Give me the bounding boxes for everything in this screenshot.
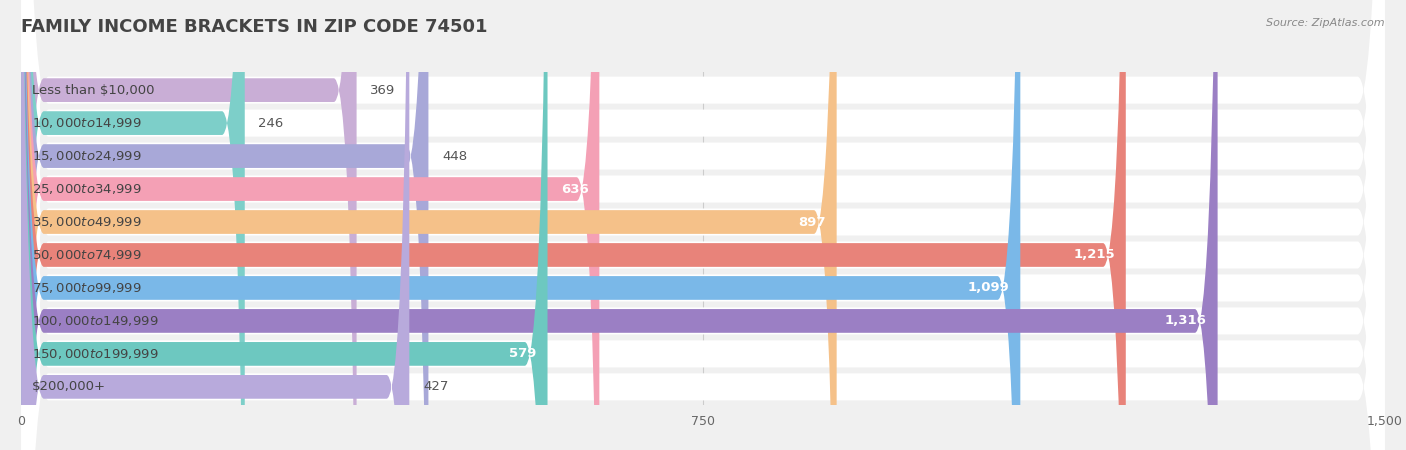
- FancyBboxPatch shape: [21, 0, 1385, 450]
- Text: $35,000 to $49,999: $35,000 to $49,999: [32, 215, 142, 229]
- Text: 427: 427: [423, 380, 449, 393]
- FancyBboxPatch shape: [21, 0, 599, 450]
- FancyBboxPatch shape: [21, 0, 1385, 450]
- FancyBboxPatch shape: [21, 0, 1385, 450]
- Text: 897: 897: [799, 216, 825, 229]
- FancyBboxPatch shape: [21, 0, 245, 450]
- FancyBboxPatch shape: [21, 0, 429, 450]
- Text: $75,000 to $99,999: $75,000 to $99,999: [32, 281, 142, 295]
- FancyBboxPatch shape: [21, 0, 357, 450]
- Text: $10,000 to $14,999: $10,000 to $14,999: [32, 116, 142, 130]
- Text: 369: 369: [370, 84, 395, 97]
- Text: 246: 246: [259, 117, 284, 130]
- Text: 1,215: 1,215: [1073, 248, 1115, 261]
- Text: 579: 579: [509, 347, 537, 360]
- FancyBboxPatch shape: [21, 0, 1385, 450]
- FancyBboxPatch shape: [21, 0, 1385, 450]
- FancyBboxPatch shape: [21, 0, 1385, 450]
- Text: $25,000 to $34,999: $25,000 to $34,999: [32, 182, 142, 196]
- FancyBboxPatch shape: [21, 0, 1126, 450]
- Text: 448: 448: [441, 149, 467, 162]
- Text: Less than $10,000: Less than $10,000: [32, 84, 155, 97]
- Text: 636: 636: [561, 183, 589, 196]
- Text: $200,000+: $200,000+: [32, 380, 105, 393]
- FancyBboxPatch shape: [21, 0, 1385, 450]
- FancyBboxPatch shape: [21, 0, 409, 450]
- FancyBboxPatch shape: [21, 0, 1385, 450]
- Text: $100,000 to $149,999: $100,000 to $149,999: [32, 314, 159, 328]
- FancyBboxPatch shape: [21, 0, 1021, 450]
- FancyBboxPatch shape: [21, 0, 837, 450]
- FancyBboxPatch shape: [21, 0, 1218, 450]
- Text: $15,000 to $24,999: $15,000 to $24,999: [32, 149, 142, 163]
- Text: $150,000 to $199,999: $150,000 to $199,999: [32, 347, 159, 361]
- Text: $50,000 to $74,999: $50,000 to $74,999: [32, 248, 142, 262]
- Text: Source: ZipAtlas.com: Source: ZipAtlas.com: [1267, 18, 1385, 28]
- Text: 1,099: 1,099: [967, 281, 1010, 294]
- FancyBboxPatch shape: [21, 0, 1385, 450]
- Text: 1,316: 1,316: [1164, 315, 1206, 328]
- Text: FAMILY INCOME BRACKETS IN ZIP CODE 74501: FAMILY INCOME BRACKETS IN ZIP CODE 74501: [21, 18, 488, 36]
- FancyBboxPatch shape: [21, 0, 1385, 450]
- FancyBboxPatch shape: [21, 0, 547, 450]
